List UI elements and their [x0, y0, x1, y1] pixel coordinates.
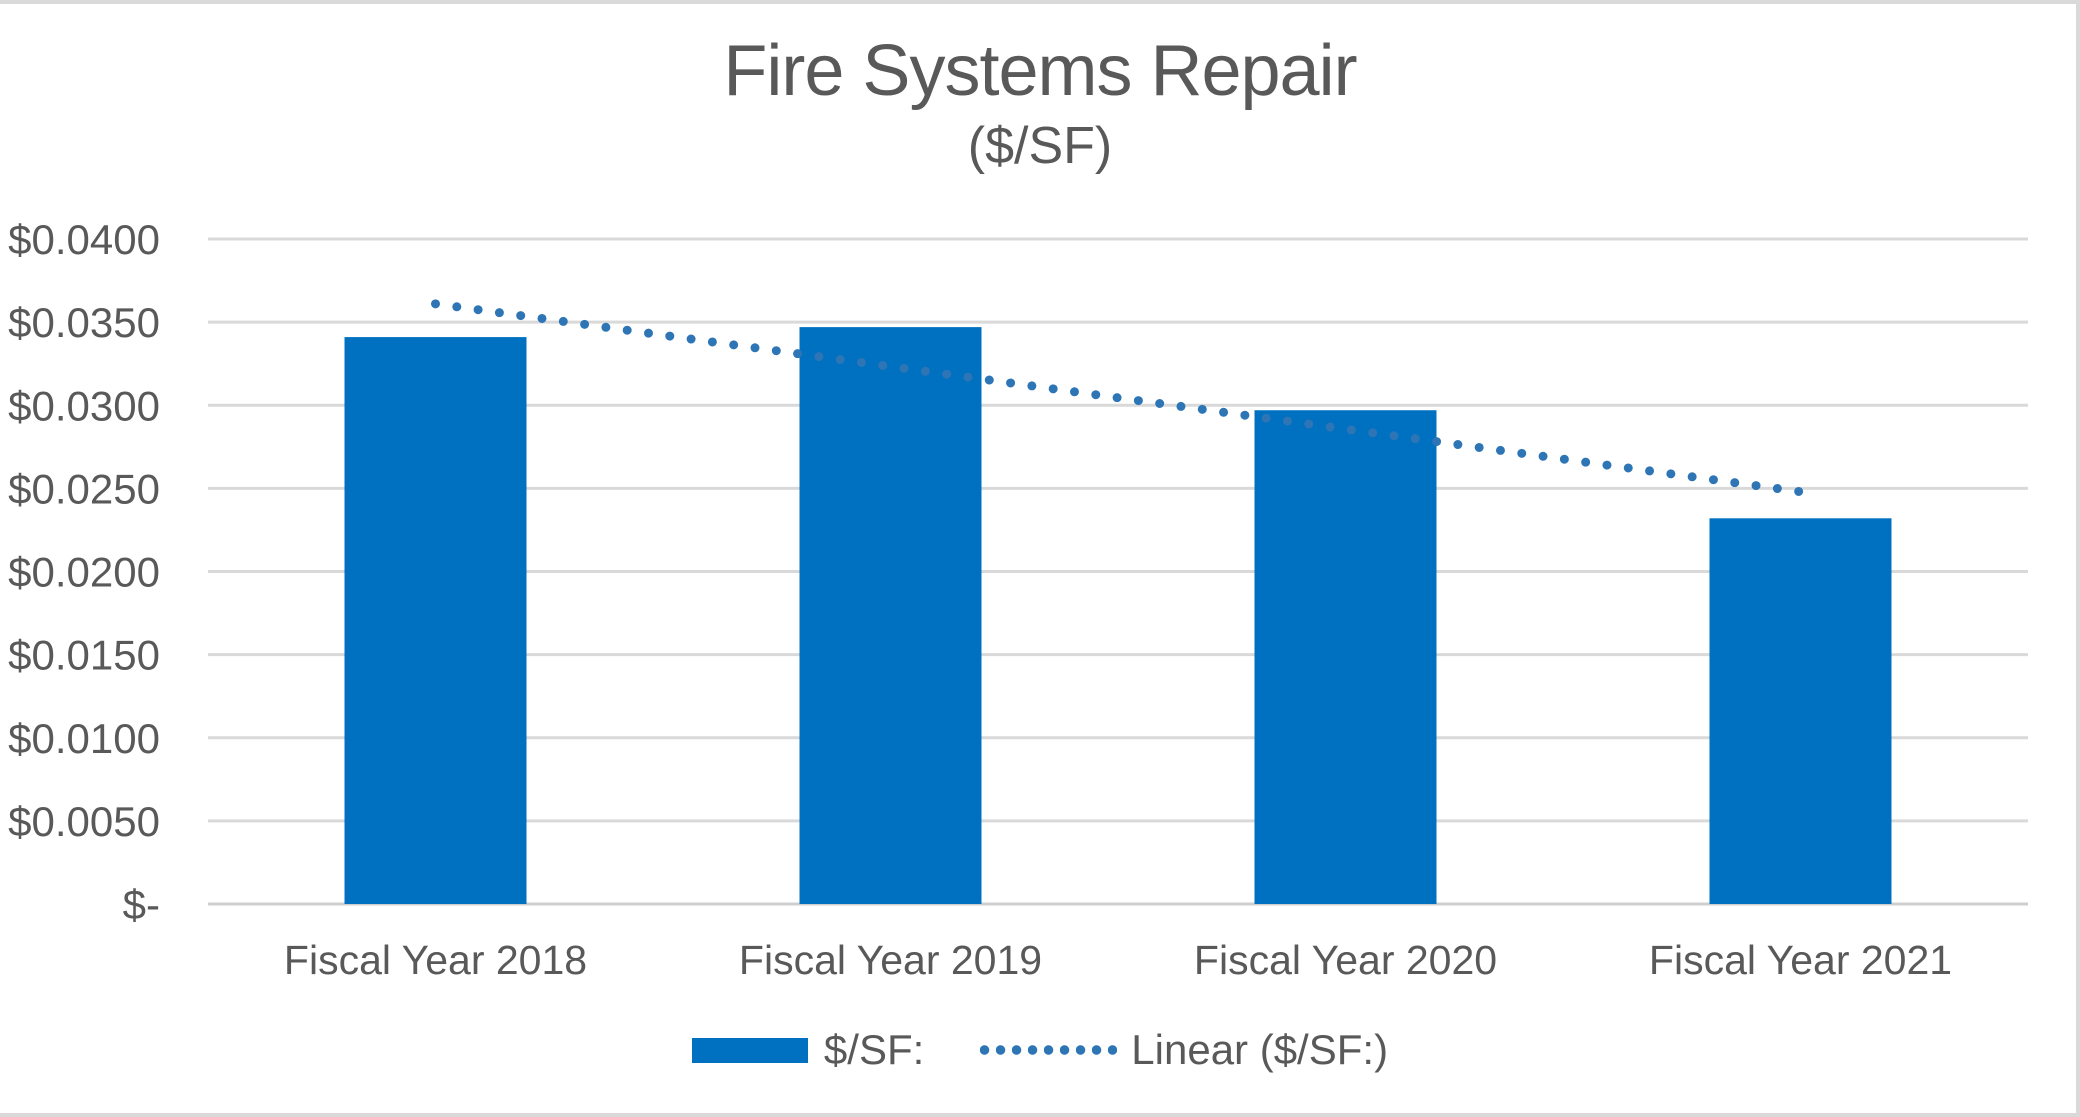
y-tick-label: $0.0300 [8, 382, 160, 429]
chart-border-bottom [0, 1113, 2080, 1117]
bar-fiscal-year-2021 [1709, 518, 1892, 904]
legend: $/SF: Linear ($/SF:) [0, 1026, 2080, 1074]
bar-fiscal-year-2018 [344, 337, 527, 904]
y-tick-label: $0.0250 [8, 465, 160, 512]
trendline [431, 299, 1805, 497]
y-tick-label: $- [123, 881, 160, 928]
chart-title: Fire Systems Repair [723, 31, 1357, 111]
legend-bar-swatch [691, 1037, 808, 1063]
chart-subtitle: ($/SF) [967, 117, 1113, 175]
x-axis-label: Fiscal Year 2019 [739, 937, 1042, 983]
y-tick-label: $0.0200 [8, 549, 160, 596]
x-axis-label: Fiscal Year 2021 [1649, 937, 1952, 983]
legend-series-label: $/SF: [823, 1026, 925, 1073]
chart-border-right [2076, 0, 2080, 1117]
bar-fiscal-year-2019 [799, 327, 982, 904]
y-tick-label: $0.0150 [8, 632, 160, 679]
y-tick-label: $0.0350 [8, 299, 160, 346]
y-tick-label: $0.0400 [8, 216, 160, 263]
legend-trendline-label: Linear ($/SF:) [1131, 1026, 1389, 1073]
legend-trendline-swatch [980, 1044, 1118, 1056]
y-tick-label: $0.0050 [8, 798, 160, 845]
x-axis-label: Fiscal Year 2020 [1194, 937, 1497, 983]
y-tick-label: $0.0100 [8, 715, 160, 762]
x-axis-label: Fiscal Year 2018 [284, 937, 587, 983]
bar-fiscal-year-2020 [1254, 410, 1437, 904]
chart-border-top [0, 0, 2080, 4]
